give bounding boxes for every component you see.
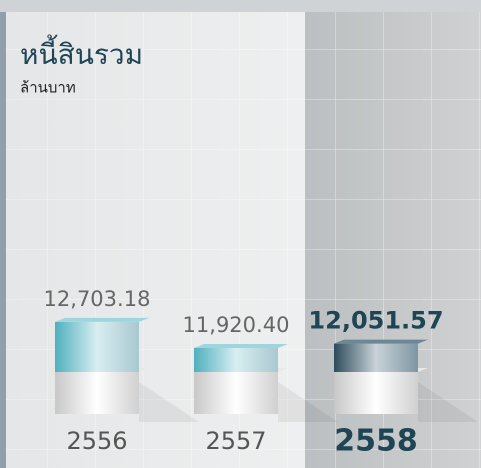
chart-title: หนี้สินรวม (20, 34, 143, 71)
base-shadow (418, 382, 478, 422)
bar (194, 347, 278, 372)
x-tick-label: 2557 (205, 427, 266, 455)
left-edge (0, 12, 6, 468)
value-label: 11,920.40 (183, 313, 290, 337)
base-shadow (139, 382, 199, 422)
value-label: 12,703.18 (44, 287, 151, 311)
top-band (0, 0, 481, 12)
value-label: 12,051.57 (308, 307, 443, 335)
x-tick-label: 2556 (66, 427, 127, 455)
bar (55, 321, 139, 372)
bar-top (194, 343, 288, 348)
chart-subtitle: ล้านบาท (20, 79, 76, 97)
base-cube (334, 372, 418, 414)
bar (334, 343, 418, 372)
bar-top (55, 317, 149, 322)
base-cube (194, 372, 278, 414)
base-cube (55, 372, 139, 414)
bar-top (334, 339, 428, 344)
base-shadow (278, 382, 338, 422)
x-tick-label: 2558 (334, 424, 418, 459)
